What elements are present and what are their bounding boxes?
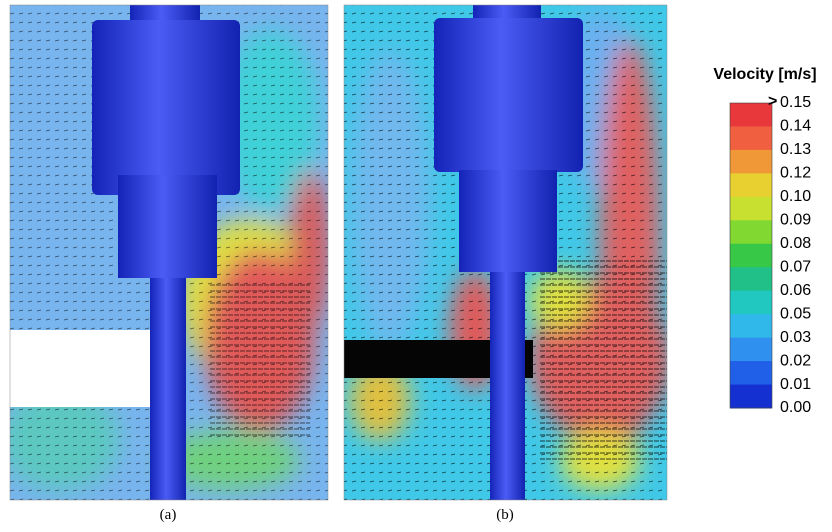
colorbar-tick-label: 0.12 xyxy=(780,165,811,182)
colorbar-title: Velocity [m/s] xyxy=(713,66,816,83)
colorbar-tick-label: 0.01 xyxy=(780,376,811,393)
colorbar-band xyxy=(730,338,772,362)
colorbar-band xyxy=(730,385,772,409)
panel-label: (b) xyxy=(496,507,514,523)
colorbar-tick-label: 0.13 xyxy=(780,141,811,158)
colorbar-tick-label: 0.07 xyxy=(780,258,811,275)
colorbar-band xyxy=(730,150,772,174)
colorbar-band xyxy=(730,314,772,338)
colorbar-band xyxy=(730,291,772,315)
colorbar-tick-label: 0.10 xyxy=(780,188,811,205)
colorbar-tick-label: 0.02 xyxy=(780,352,811,369)
colorbar-tick-label: 0.06 xyxy=(780,282,811,299)
colorbar-tick-label: 0.03 xyxy=(780,329,811,346)
colorbar-band xyxy=(730,103,772,127)
figure: (a) (b) Velocity [m/s] >0.15 0.14 0.13 0.12… xyxy=(0,0,832,532)
colorbar: >0.15 0.14 0.13 0.12 0.10 0.09 0.08 0.07 0.06 0.0… xyxy=(730,93,811,416)
colorbar-band xyxy=(730,126,772,150)
colorbar-band xyxy=(730,173,772,197)
colorbar-band xyxy=(730,361,772,385)
colorbar-band xyxy=(730,197,772,221)
colorbar-band xyxy=(730,220,772,244)
panel-b-image xyxy=(343,5,670,500)
panel-a-image xyxy=(0,5,330,500)
colorbar-tick-label: 0.15 xyxy=(780,94,811,111)
colorbar-tick-label: 0.14 xyxy=(780,118,811,135)
panel-label: (a) xyxy=(160,507,177,523)
colorbar-over-marker: > xyxy=(768,93,777,110)
colorbar-tick-label: 0.09 xyxy=(780,212,811,229)
colorbar-tick-label: 0.08 xyxy=(780,235,811,252)
colorbar-tick-label: 0.00 xyxy=(780,399,811,416)
colorbar-band xyxy=(730,267,772,291)
colorbar-tick-label: 0.05 xyxy=(780,305,811,322)
colorbar-band xyxy=(730,244,772,268)
